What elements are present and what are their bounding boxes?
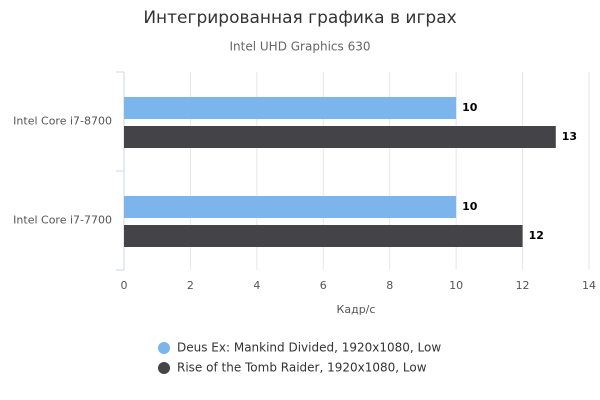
bar — [124, 225, 523, 247]
x-tick-label: 2 — [187, 279, 194, 292]
x-tick-label: 4 — [253, 279, 260, 292]
chart-subtitle: Intel UHD Graphics 630 — [230, 40, 371, 54]
y-tick-label: Intel Core i7-7700 — [13, 214, 112, 227]
legend-marker — [158, 362, 170, 374]
bar — [124, 126, 556, 148]
data-label: 13 — [562, 130, 577, 143]
bar — [124, 196, 457, 218]
data-label: 10 — [462, 101, 478, 114]
bar — [124, 97, 457, 119]
x-tick-label: 8 — [386, 279, 393, 292]
data-label: 10 — [462, 200, 478, 213]
x-tick-label: 12 — [516, 279, 530, 292]
legend-label: Deus Ex: Mankind Divided, 1920x1080, Low — [177, 341, 441, 355]
x-tick-label: 14 — [582, 279, 596, 292]
x-tick-label: 10 — [449, 279, 463, 292]
x-tick-label: 6 — [320, 279, 327, 292]
data-label: 12 — [529, 229, 544, 242]
legend-marker — [158, 342, 170, 354]
legend-label: Rise of the Tomb Raider, 1920x1080, Low — [177, 361, 427, 375]
chart-title: Интегрированная графика в играх — [143, 8, 456, 28]
y-tick-label: Intel Core i7-8700 — [13, 115, 112, 128]
x-tick-label: 0 — [121, 279, 128, 292]
x-axis-label: Кадр/с — [337, 303, 376, 316]
